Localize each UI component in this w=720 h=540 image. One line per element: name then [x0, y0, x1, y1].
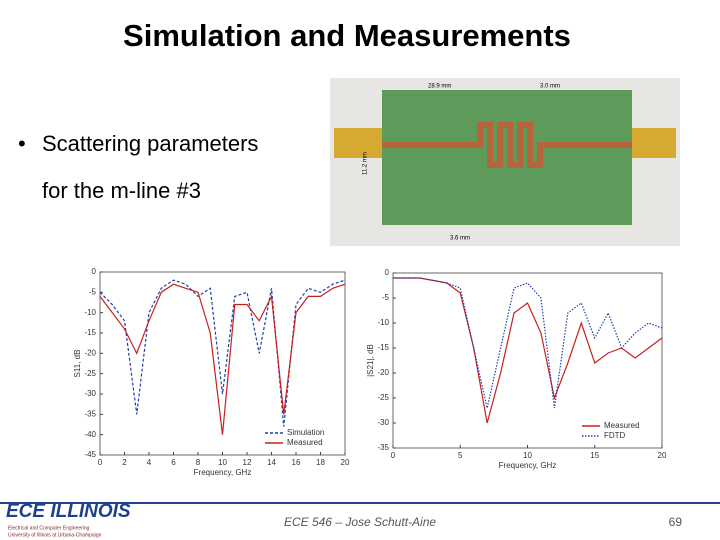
x-tick-label: 0 [98, 458, 103, 467]
x-axis-label: Frequency, GHz [194, 468, 252, 477]
slide-title: Simulation and Measurements [123, 18, 571, 53]
x-tick-label: 20 [341, 458, 350, 467]
x-tick-label: 12 [243, 458, 252, 467]
y-tick-label: -10 [84, 308, 96, 317]
y-axis-label: S11, dB [73, 350, 82, 378]
y-tick-label: -20 [377, 368, 389, 377]
x-tick-label: 4 [147, 458, 152, 467]
y-tick-label: -20 [84, 348, 96, 357]
series-line [393, 277, 663, 409]
y-tick-label: -15 [377, 343, 389, 352]
series-line [393, 277, 663, 424]
page-number: 69 [669, 515, 683, 529]
y-tick-label: -35 [377, 443, 389, 452]
logo: ECE ILLINOIS [6, 501, 131, 522]
y-tick-label: -5 [89, 287, 97, 296]
x-tick-label: 8 [196, 458, 201, 467]
legend-label: FDTD [604, 431, 626, 440]
y-tick-label: 0 [92, 267, 97, 276]
x-tick-label: 15 [590, 451, 599, 460]
dimension: 28.9 mm [428, 84, 451, 90]
y-tick-label: -40 [84, 430, 96, 439]
logo-text: Electrical and Computer Engineering [8, 525, 90, 531]
y-axis-label: |S21|, dB [366, 344, 375, 377]
legend-label: Measured [604, 421, 640, 430]
footer: ECE 546 – Jose Schutt-Aine [284, 515, 436, 529]
y-tick-label: -15 [84, 328, 96, 337]
bullet: • [18, 131, 26, 156]
x-tick-label: 6 [171, 458, 176, 467]
y-tick-label: -30 [377, 418, 389, 427]
dimension: 11.2 mm [363, 152, 369, 175]
x-tick-label: 5 [458, 451, 463, 460]
x-tick-label: 2 [122, 458, 127, 467]
y-tick-label: 0 [385, 268, 390, 277]
x-tick-label: 14 [267, 458, 276, 467]
legend-label: Measured [287, 438, 323, 447]
series-line [99, 283, 346, 435]
dimension: 3.6 mm [450, 236, 470, 242]
x-tick-label: 16 [292, 458, 301, 467]
y-tick-label: -45 [84, 450, 96, 459]
y-tick-label: -30 [84, 389, 96, 398]
y-tick-label: -5 [382, 293, 390, 302]
x-tick-label: 18 [316, 458, 325, 467]
bullet-text: for the m-line #3 [42, 178, 201, 203]
x-axis-label: Frequency, GHz [499, 461, 557, 470]
x-tick-label: 0 [391, 451, 396, 460]
x-tick-label: 10 [523, 451, 532, 460]
photo: 28.9 mm 3.0 mm 3.6 mm 11.2 mm [330, 78, 680, 246]
x-tick-label: 10 [218, 458, 227, 467]
logo-text: University of Illinois at Urbana-Champai… [8, 532, 102, 538]
series-line [99, 279, 346, 427]
bullet-text: Scattering parameters [42, 131, 258, 156]
y-tick-label: -35 [84, 409, 96, 418]
y-tick-label: -10 [377, 318, 389, 327]
dimension: 3.0 mm [540, 84, 560, 90]
y-tick-label: -25 [84, 369, 96, 378]
legend-label: Simulation [287, 428, 324, 437]
y-tick-label: -25 [377, 393, 389, 402]
x-tick-label: 20 [658, 451, 667, 460]
